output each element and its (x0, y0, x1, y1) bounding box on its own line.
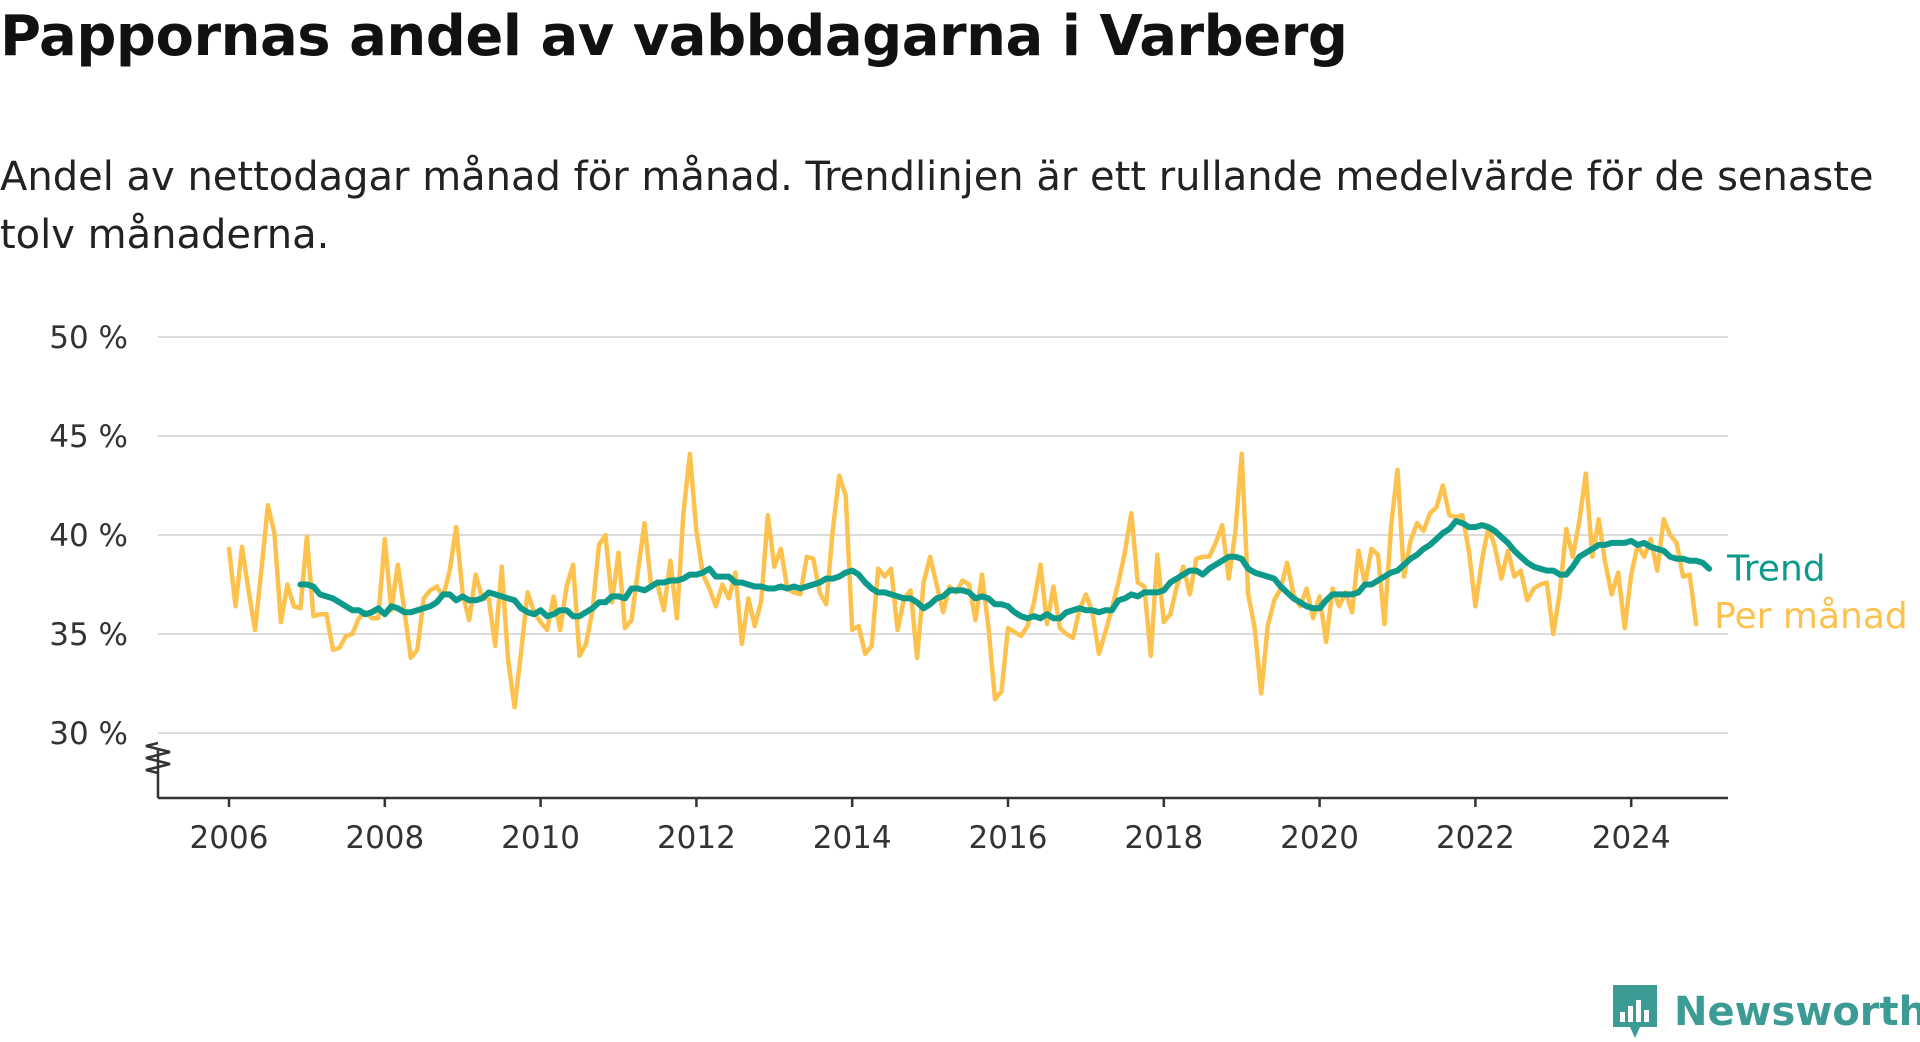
line-chart: 50 % 45 % 40 % 35 % 30 % 2006 2008 2010 2012 201… (49, 320, 1908, 856)
chart-subtitle: Andel av nettodagar månad för månad. Tre… (0, 154, 1874, 258)
monthly-line (226, 451, 1699, 710)
x-tick-label: 2024 (1592, 820, 1671, 856)
y-tick-label: 30 % (49, 716, 128, 752)
x-tick-label: 2006 (190, 820, 269, 856)
series-labels: Trend Per månad (1714, 549, 1908, 637)
x-tick-label: 2020 (1280, 820, 1359, 856)
trend-line (297, 518, 1713, 622)
y-tick-label: 40 % (49, 518, 128, 554)
newsworthy-logo-icon (1613, 985, 1657, 1038)
y-tick-label: 45 % (49, 419, 128, 455)
axes (145, 741, 1728, 800)
brand-name: Newsworthy (1674, 989, 1920, 1035)
x-tick-label: 2012 (657, 820, 736, 856)
y-tick-label: 50 % (49, 320, 128, 356)
x-tick-label: 2008 (345, 820, 424, 856)
x-tick-label: 2014 (813, 820, 892, 856)
x-tick-label: 2016 (969, 820, 1048, 856)
x-tick-label: 2022 (1436, 820, 1515, 856)
series-lines (226, 451, 1713, 710)
y-tick-label: 35 % (49, 617, 128, 653)
trend-label: Trend (1726, 549, 1826, 590)
x-tick-label: 2010 (501, 820, 580, 856)
axis-break-mark (145, 741, 171, 775)
x-axis-ticks: 2006 2008 2010 2012 2014 2016 2018 2020 2022 2024 (190, 798, 1671, 856)
monthly-label: Per månad (1714, 596, 1908, 637)
brand-logo: Newsworthy (1610, 982, 1920, 1042)
x-tick-label: 2018 (1124, 820, 1203, 856)
chart-title: Pappornas andel av vabbdagarna i Varberg (0, 4, 1348, 69)
y-axis-ticks: 50 % 45 % 40 % 35 % 30 % (49, 320, 128, 752)
